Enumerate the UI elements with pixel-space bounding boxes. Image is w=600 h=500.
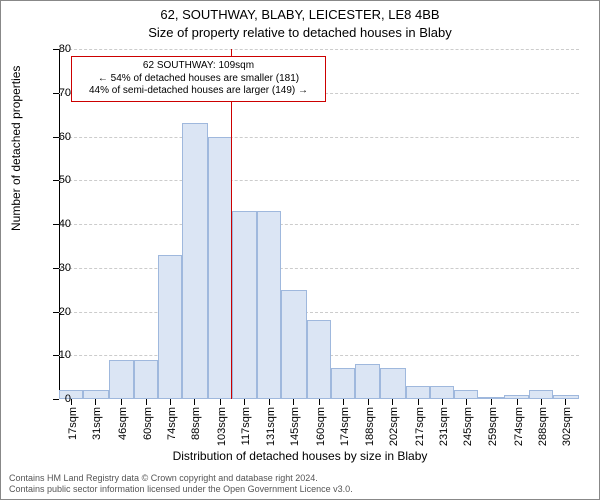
annotation-line-2: ← 54% of detached houses are smaller (18… [78, 73, 319, 86]
histogram-bar [529, 390, 553, 399]
y-tick-label: 40 [59, 218, 71, 230]
x-tick-label: 60sqm [142, 407, 154, 440]
histogram-bar [134, 360, 158, 399]
y-tick-label: 80 [59, 43, 71, 55]
x-tick [269, 399, 270, 405]
chart-container: 62, SOUTHWAY, BLABY, LEICESTER, LE8 4BB … [0, 0, 600, 500]
x-tick-label: 131sqm [265, 407, 277, 446]
x-tick-label: 245sqm [462, 407, 474, 446]
x-tick-label: 103sqm [216, 407, 228, 446]
histogram-bar [232, 211, 256, 399]
x-tick [293, 399, 294, 405]
x-tick [220, 399, 221, 405]
x-tick-label: 302sqm [561, 407, 573, 446]
grid-line [59, 180, 579, 181]
x-tick [392, 399, 393, 405]
histogram-bar [257, 211, 281, 399]
grid-line [59, 312, 579, 313]
x-tick [71, 399, 72, 405]
x-tick-label: 259sqm [487, 407, 499, 446]
histogram-bar [454, 390, 478, 399]
histogram-bar [281, 290, 307, 399]
x-tick-label: 46sqm [117, 407, 129, 440]
histogram-bar [355, 364, 379, 399]
y-tick-label: 30 [59, 262, 71, 274]
x-tick-label: 17sqm [67, 407, 79, 440]
grid-line [59, 224, 579, 225]
property-marker-line [231, 49, 232, 399]
y-tick-label: 70 [59, 87, 71, 99]
x-tick [565, 399, 566, 405]
x-tick-label: 88sqm [190, 407, 202, 440]
footer-attribution: Contains HM Land Registry data © Crown c… [9, 473, 353, 496]
histogram-bar [307, 320, 331, 399]
grid-line [59, 268, 579, 269]
histogram-bar [430, 386, 454, 399]
x-tick [541, 399, 542, 405]
annotation-line-3: 44% of semi-detached houses are larger (… [78, 85, 319, 98]
x-tick-label: 160sqm [315, 407, 327, 446]
x-tick-label: 31sqm [91, 407, 103, 440]
grid-line [59, 137, 579, 138]
x-tick [244, 399, 245, 405]
x-tick-label: 74sqm [166, 407, 178, 440]
x-tick [466, 399, 467, 405]
histogram-bar [182, 123, 208, 399]
histogram-bar [83, 390, 109, 399]
annotation-line-1: 62 SOUTHWAY: 109sqm [78, 60, 319, 73]
chart-title-sub: Size of property relative to detached ho… [1, 25, 599, 40]
x-tick-label: 117sqm [240, 407, 252, 445]
x-tick [418, 399, 419, 405]
histogram-bar [158, 255, 182, 399]
y-tick-label: 60 [59, 131, 71, 143]
x-tick [319, 399, 320, 405]
y-tick-label: 50 [59, 174, 71, 186]
x-tick [121, 399, 122, 405]
x-tick-label: 231sqm [438, 407, 450, 446]
x-tick-label: 174sqm [339, 407, 351, 446]
footer-line-1: Contains HM Land Registry data © Crown c… [9, 473, 353, 484]
x-tick [95, 399, 96, 405]
x-tick [194, 399, 195, 405]
x-tick [343, 399, 344, 405]
x-tick [491, 399, 492, 405]
histogram-bar [208, 137, 232, 400]
x-tick [146, 399, 147, 405]
y-tick-label: 20 [59, 306, 71, 318]
chart-title-main: 62, SOUTHWAY, BLABY, LEICESTER, LE8 4BB [1, 7, 599, 22]
annotation-box: 62 SOUTHWAY: 109sqm← 54% of detached hou… [71, 56, 326, 102]
x-tick-label: 202sqm [388, 407, 400, 446]
y-tick [53, 399, 59, 400]
x-tick [442, 399, 443, 405]
footer-line-2: Contains public sector information licen… [9, 484, 353, 495]
y-tick-label: 0 [65, 393, 71, 405]
x-tick-label: 217sqm [414, 407, 426, 446]
x-tick-label: 145sqm [289, 407, 301, 446]
x-tick-label: 188sqm [364, 407, 376, 446]
x-tick-label: 274sqm [513, 407, 525, 446]
y-tick-label: 10 [59, 349, 71, 361]
x-tick-label: 288sqm [537, 407, 549, 446]
histogram-bar [406, 386, 430, 399]
x-tick [368, 399, 369, 405]
x-axis-label: Distribution of detached houses by size … [1, 449, 599, 463]
histogram-bar [380, 368, 406, 399]
histogram-bar [109, 360, 133, 399]
y-axis-label: Number of detached properties [9, 66, 23, 231]
histogram-bar [59, 390, 83, 399]
grid-line [59, 49, 579, 50]
plot-area [59, 49, 579, 399]
x-tick [170, 399, 171, 405]
histogram-bar [331, 368, 355, 399]
x-tick [517, 399, 518, 405]
